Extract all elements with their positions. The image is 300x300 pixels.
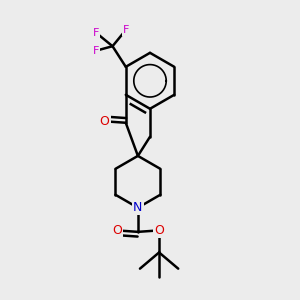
- Text: N: N: [133, 201, 142, 214]
- Text: F: F: [123, 25, 129, 35]
- Text: O: O: [100, 115, 110, 128]
- Text: F: F: [93, 46, 100, 56]
- Text: O: O: [112, 224, 122, 237]
- Text: F: F: [93, 28, 100, 38]
- Text: O: O: [154, 224, 164, 237]
